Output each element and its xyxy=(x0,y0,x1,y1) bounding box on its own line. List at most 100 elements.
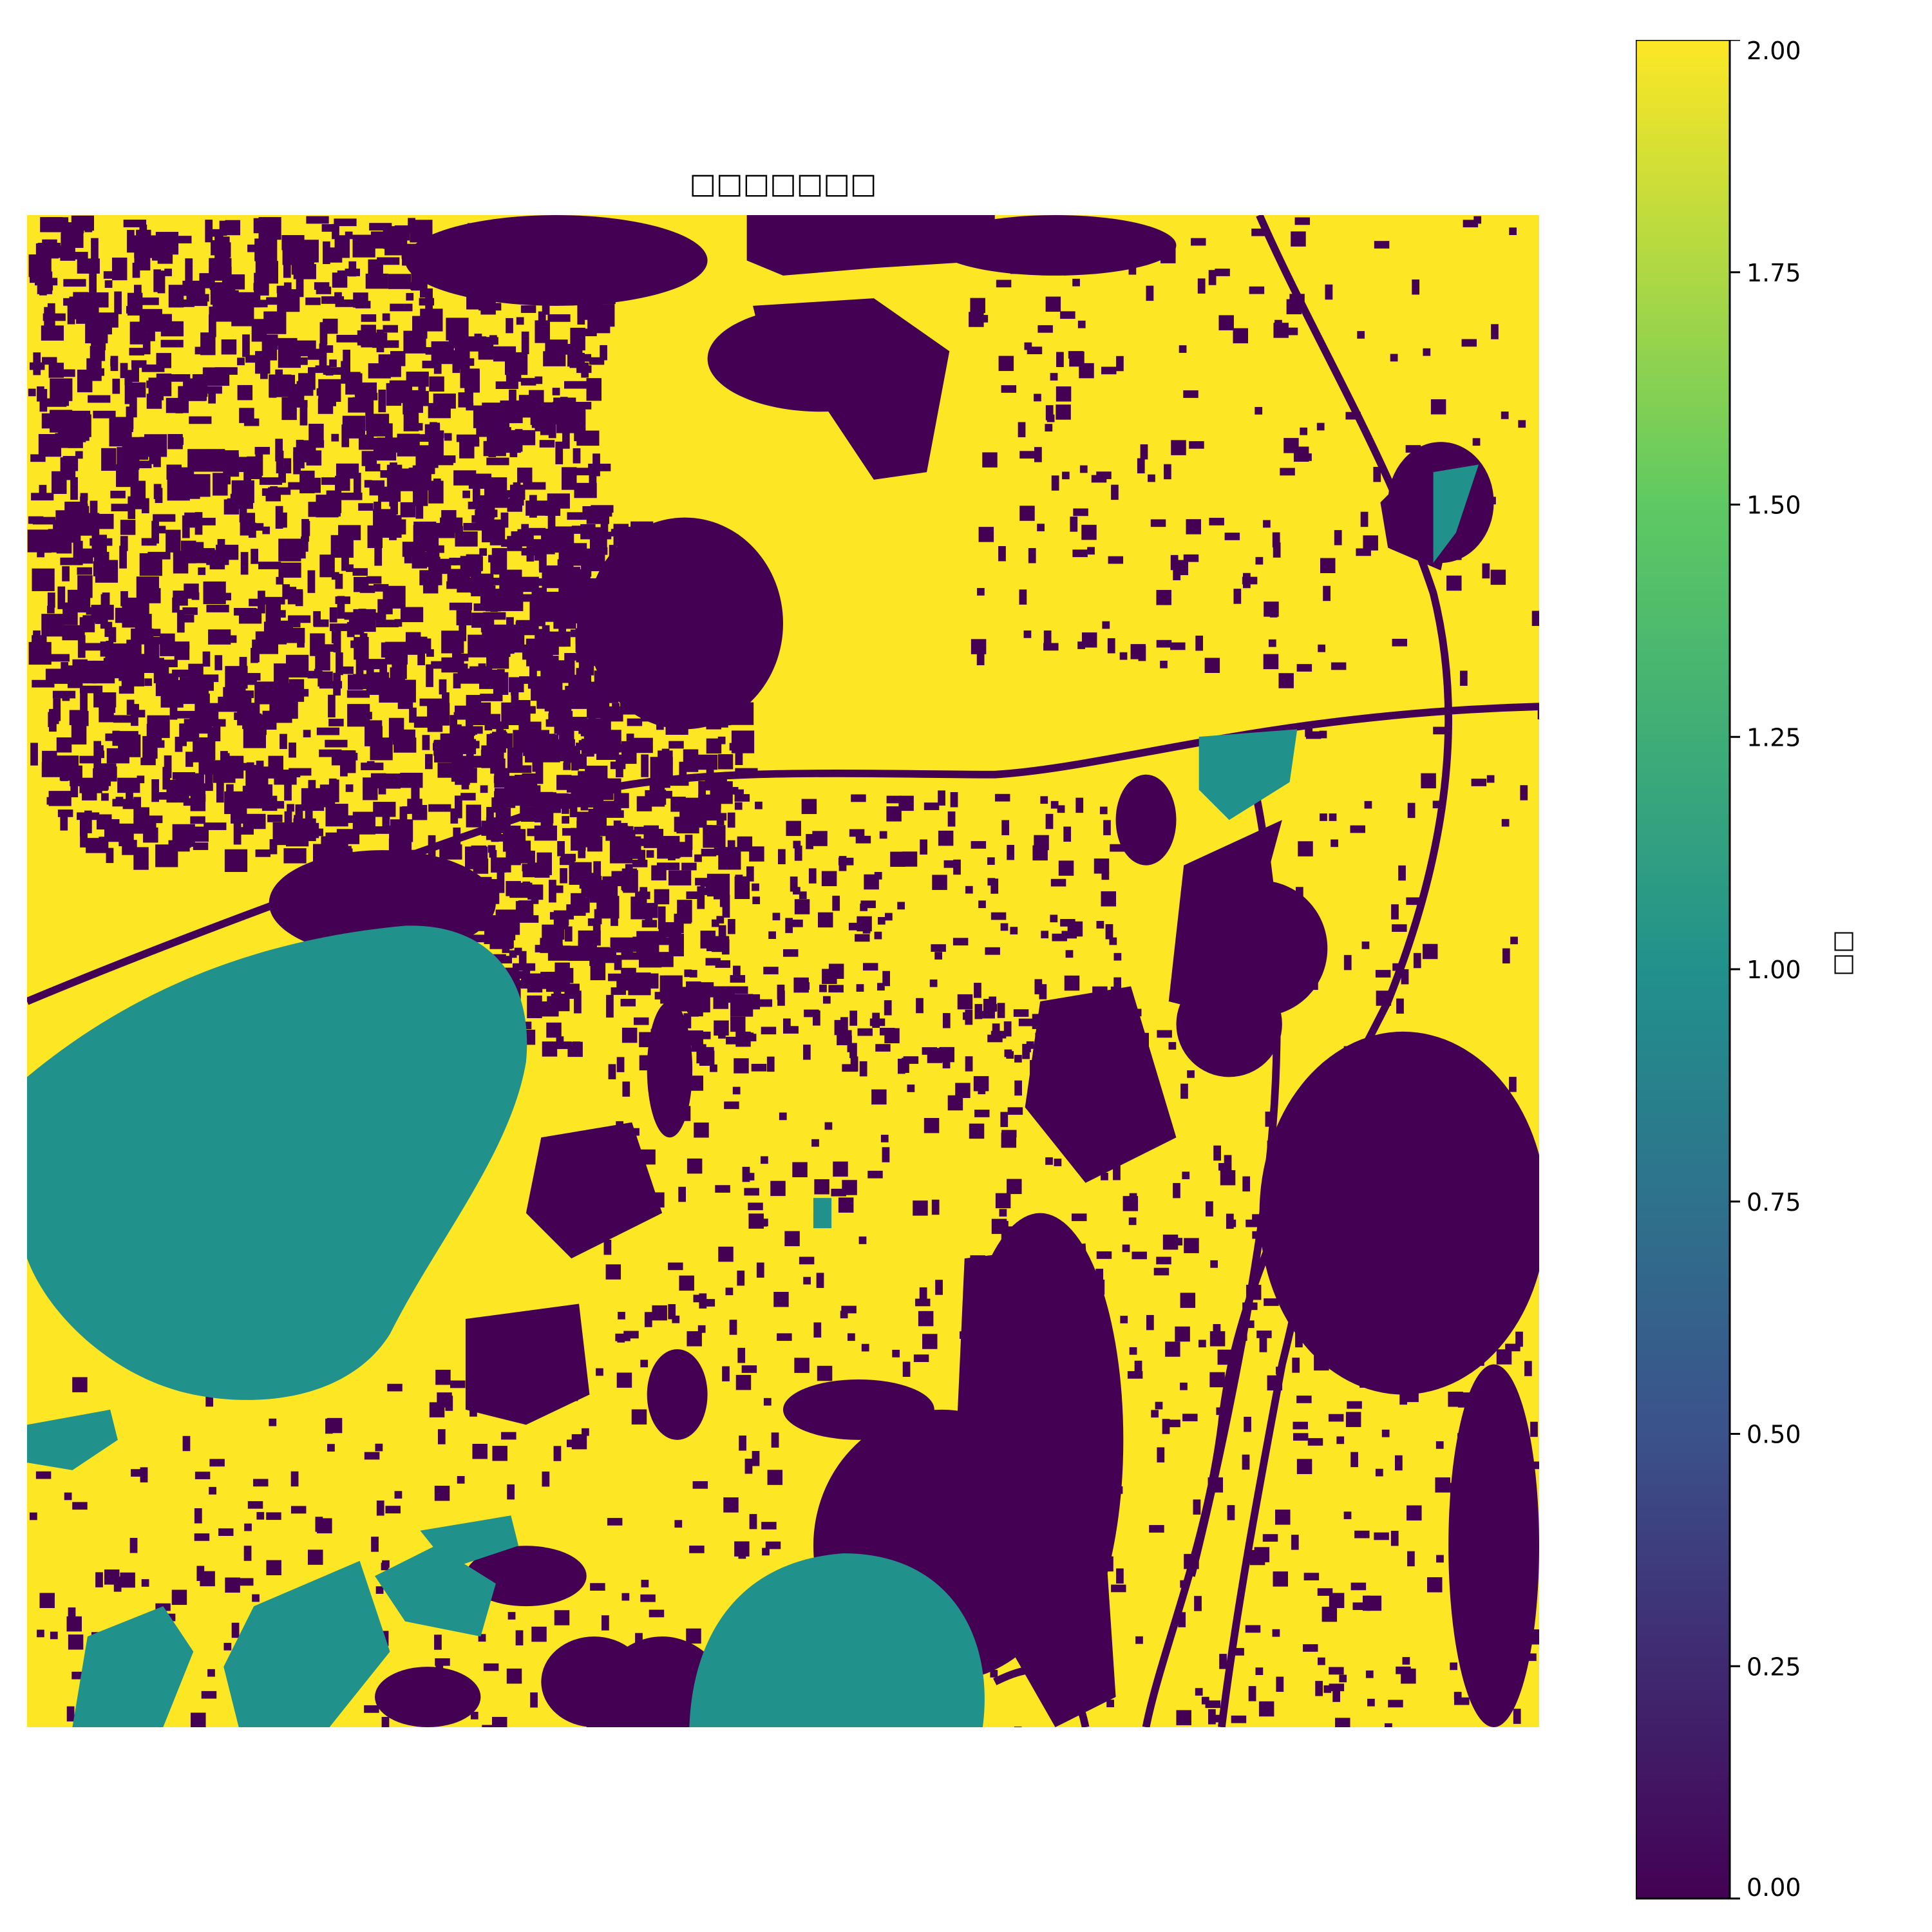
colorbar-tick-label: 1.00 xyxy=(1747,956,1801,984)
heatmap-cell xyxy=(345,784,354,792)
heatmap-cell xyxy=(448,849,455,858)
heatmap-cell xyxy=(1219,1654,1227,1669)
heatmap-cell xyxy=(621,952,644,960)
heatmap-cell xyxy=(711,919,719,927)
heatmap xyxy=(27,215,1539,1727)
heatmap-cell xyxy=(997,1003,1005,1018)
heatmap-cell xyxy=(1374,241,1390,249)
heatmap-cell xyxy=(971,639,987,654)
heatmap-cell xyxy=(72,1377,88,1392)
heatmap-cell xyxy=(684,969,692,978)
heatmap-cell xyxy=(223,469,231,485)
heatmap-cell xyxy=(239,507,247,523)
heatmap-cell xyxy=(692,1481,708,1489)
heatmap-cell xyxy=(562,467,577,490)
heatmap-cell xyxy=(757,999,773,1007)
heatmap-cell xyxy=(411,638,419,646)
heatmap-cell xyxy=(555,885,564,893)
heatmap-cell xyxy=(419,636,428,652)
heatmap-cell xyxy=(1381,1429,1390,1437)
heatmap-cell xyxy=(1224,533,1240,540)
heatmap-cell xyxy=(254,272,269,296)
heatmap-cell xyxy=(998,355,1014,372)
heatmap-cell xyxy=(724,1101,739,1110)
heatmap-cell xyxy=(1398,865,1406,881)
heatmap-cell xyxy=(974,1003,983,1019)
heatmap-cell xyxy=(39,389,48,412)
heatmap-cell xyxy=(30,743,38,766)
heatmap-cell xyxy=(563,762,571,770)
heatmap-water-small xyxy=(813,1198,832,1229)
heatmap-cell xyxy=(279,734,287,750)
heatmap-cell xyxy=(718,925,726,941)
heatmap-cell xyxy=(644,1312,652,1327)
heatmap-cell xyxy=(1122,1196,1139,1211)
heatmap-cell xyxy=(462,490,470,498)
heatmap-water-pond xyxy=(689,1553,985,1727)
heatmap-cell xyxy=(120,363,128,379)
heatmap-cell xyxy=(939,1046,955,1063)
heatmap-cell xyxy=(812,831,828,846)
heatmap-cell xyxy=(37,242,61,258)
heatmap-cell xyxy=(614,954,622,971)
heatmap-cell xyxy=(385,1506,401,1513)
heatmap-cell xyxy=(263,311,287,334)
heatmap-cell xyxy=(1034,835,1049,851)
heatmap-cell xyxy=(175,737,183,752)
heatmap-cell xyxy=(1170,642,1186,650)
heatmap-cell xyxy=(307,670,323,679)
heatmap-cell xyxy=(1041,931,1049,939)
heatmap-cell xyxy=(208,314,216,337)
heatmap-cell xyxy=(977,588,985,596)
heatmap-cell xyxy=(135,255,151,270)
heatmap-cell xyxy=(269,839,278,855)
heatmap-cell xyxy=(276,450,284,474)
heatmap-cell xyxy=(1187,1070,1195,1078)
heatmap-cell xyxy=(137,710,146,718)
heatmap-cell xyxy=(1022,1043,1030,1059)
heatmap-cell xyxy=(584,562,600,571)
heatmap-cell xyxy=(278,624,285,632)
heatmap-cell xyxy=(631,1409,647,1425)
heatmap-cell xyxy=(953,859,961,875)
heatmap-cell xyxy=(1103,820,1111,835)
heatmap-cell xyxy=(378,389,386,413)
heatmap-cell xyxy=(381,1562,389,1571)
heatmap-dark-region xyxy=(753,298,950,480)
heatmap-cell xyxy=(104,819,120,842)
heatmap-cell xyxy=(562,426,570,449)
heatmap-cell xyxy=(1099,806,1108,815)
heatmap-cell xyxy=(497,956,513,964)
heatmap-cell xyxy=(409,707,417,723)
heatmap-cell xyxy=(1206,1201,1213,1217)
heatmap-cell xyxy=(639,887,648,895)
heatmap-cell xyxy=(1050,914,1058,923)
heatmap-cell xyxy=(533,542,542,550)
heatmap-road xyxy=(1188,773,1281,1577)
heatmap-cell xyxy=(549,685,557,693)
heatmap-cell xyxy=(592,919,601,935)
heatmap-cell xyxy=(723,1497,739,1513)
heatmap-cell xyxy=(1061,471,1070,480)
heatmap-cell xyxy=(783,1026,799,1034)
heatmap-cell xyxy=(1360,511,1368,527)
heatmap-cell xyxy=(556,1041,572,1049)
heatmap-cell xyxy=(668,741,684,749)
heatmap-cell xyxy=(39,1593,55,1608)
heatmap-cell xyxy=(377,437,400,453)
heatmap-cell xyxy=(239,657,247,680)
heatmap-cell xyxy=(453,653,469,661)
heatmap-cell xyxy=(66,667,82,676)
heatmap-cell xyxy=(875,1044,891,1052)
heatmap-cell xyxy=(573,676,582,699)
heatmap-cell xyxy=(426,664,433,687)
heatmap-cell xyxy=(1254,1547,1270,1562)
heatmap-cell xyxy=(582,897,590,913)
heatmap-cell xyxy=(75,451,83,459)
heatmap-cell xyxy=(794,846,802,861)
heatmap-cell xyxy=(126,699,135,715)
heatmap-cell xyxy=(438,457,453,466)
heatmap-cell xyxy=(783,949,799,957)
heatmap-cell xyxy=(746,1173,755,1180)
heatmap-cell xyxy=(540,817,549,833)
